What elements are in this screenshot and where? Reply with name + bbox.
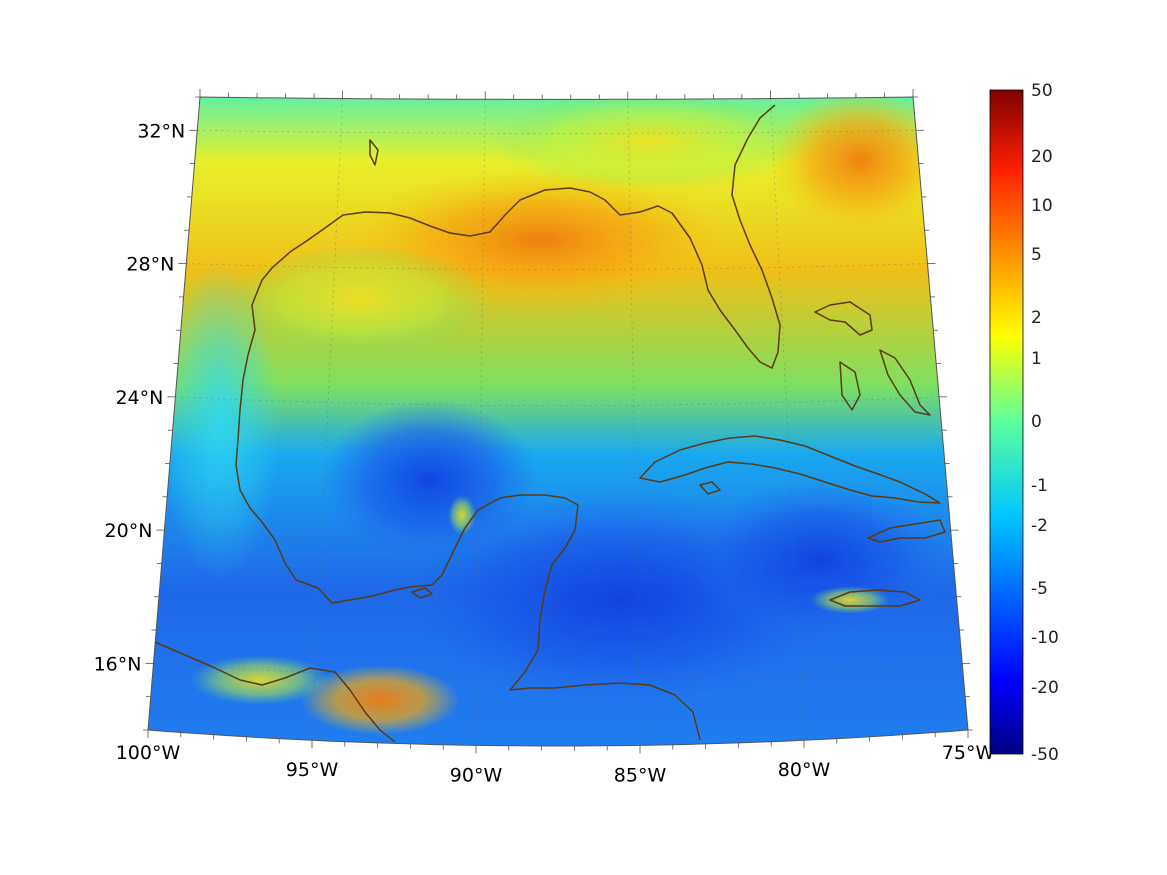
lat-tick-label: 16°N	[94, 653, 142, 675]
coastline-jamaica	[829, 589, 921, 607]
lon-tick-label: 100°W	[116, 742, 181, 764]
coastline-cuba	[639, 435, 941, 504]
colorbar-tick-label: 20	[1031, 147, 1053, 167]
lat-tick-label: 28°N	[126, 254, 174, 276]
lon-tick-label: 80°W	[778, 759, 831, 781]
map-frame	[143, 89, 973, 754]
lon-tick-label: 75°W	[942, 742, 995, 764]
colorbar-tick-label: -10	[1031, 628, 1059, 648]
data-field	[148, 97, 968, 746]
lon-tick-label: 95°W	[286, 759, 339, 781]
coastline-hispaniola	[867, 519, 946, 543]
lat-tick-label: 24°N	[115, 387, 163, 409]
colorbar-tick-label: 10	[1031, 196, 1053, 216]
coastline-bahamas	[814, 301, 931, 416]
coastline-islands	[369, 139, 721, 599]
coastline-mexico	[235, 464, 701, 741]
colorbar-bar	[989, 89, 1024, 755]
colorbar-tick-label: -1	[1031, 476, 1048, 496]
meridian-line	[311, 98, 343, 741]
lon-tick-label: 90°W	[450, 764, 503, 786]
coastline-pacific	[154, 641, 396, 743]
coastline	[154, 104, 946, 743]
colorbar-tick-label: -2	[1031, 516, 1048, 536]
meridian-line	[770, 98, 805, 741]
lon-tick-label: 85°W	[614, 764, 667, 786]
lat-tick-labels: 32°N 28°N 24°N 20°N 16°N	[94, 120, 186, 675]
colorbar-tick-label: 0	[1031, 412, 1042, 432]
colorbar-tick-label: -50	[1031, 745, 1059, 765]
lat-tick-label: 32°N	[137, 120, 185, 142]
colorbar-tick-label: 50	[1031, 81, 1053, 101]
lat-tick-label: 20°N	[105, 520, 153, 542]
parallel-line	[164, 529, 951, 543]
colorbar-tick-label: -20	[1031, 678, 1059, 698]
colorbar-tick-label: -5	[1031, 579, 1048, 599]
parallel-line	[175, 396, 940, 407]
coastline-us	[235, 104, 781, 466]
colorbar-tick-label: 5	[1031, 245, 1042, 265]
colorbar-tick-label: 2	[1031, 308, 1042, 328]
lon-tick-labels: 100°W 95°W 90°W 85°W 80°W 75°W	[116, 742, 995, 786]
colorbar-tick-label: 1	[1031, 349, 1042, 369]
